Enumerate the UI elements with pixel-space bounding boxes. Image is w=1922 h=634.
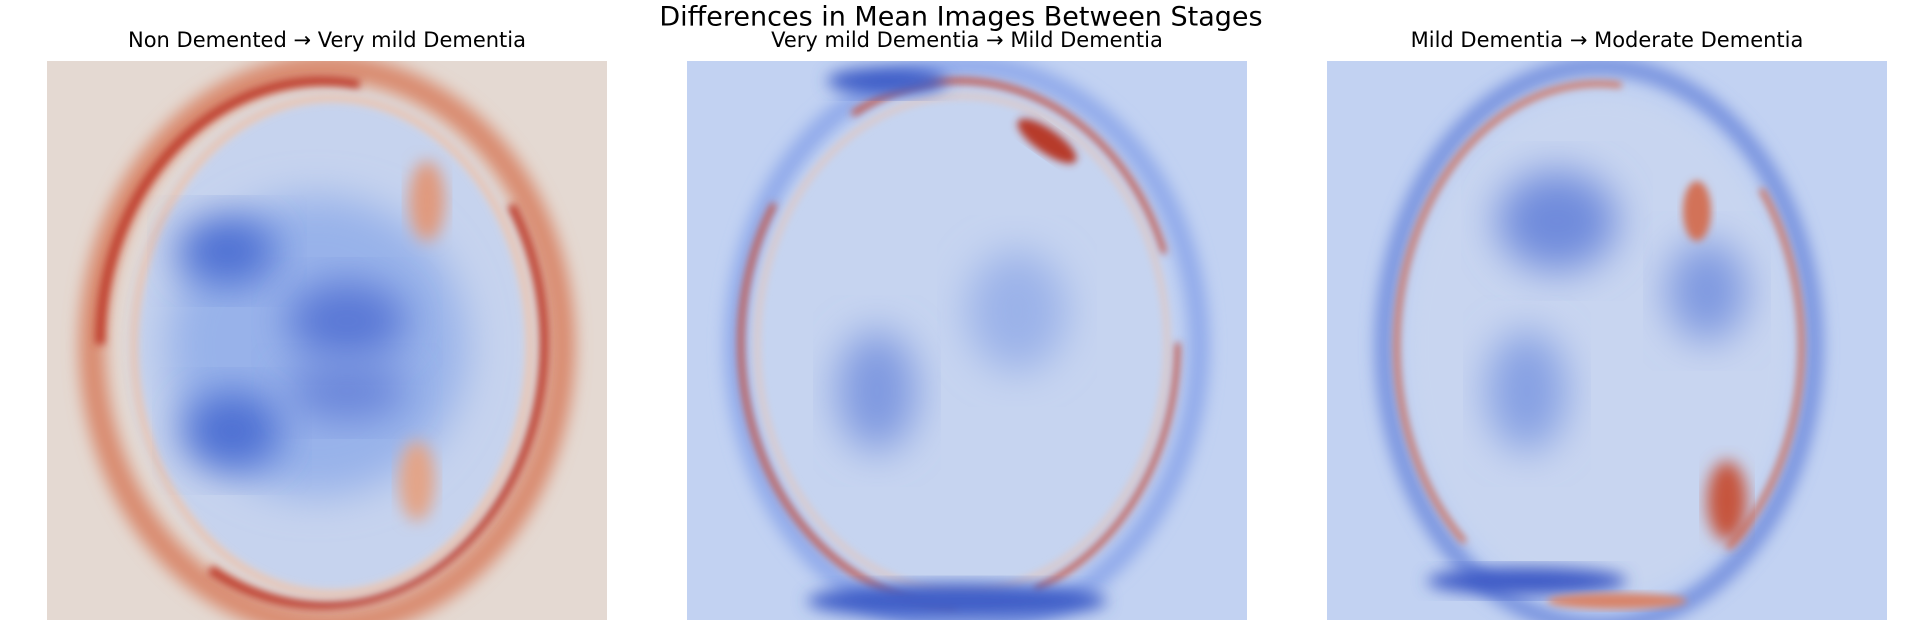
panel-title: Non Demented → Very mild Dementia bbox=[128, 28, 526, 52]
heatmap-image bbox=[687, 61, 1247, 620]
panel-title: Very mild Dementia → Mild Dementia bbox=[771, 28, 1163, 52]
figure-title: Differences in Mean Images Between Stage… bbox=[659, 2, 1262, 33]
heatmap-image bbox=[47, 61, 607, 620]
heatmap-image bbox=[1327, 61, 1887, 620]
panel-title: Mild Dementia → Moderate Dementia bbox=[1411, 28, 1804, 52]
